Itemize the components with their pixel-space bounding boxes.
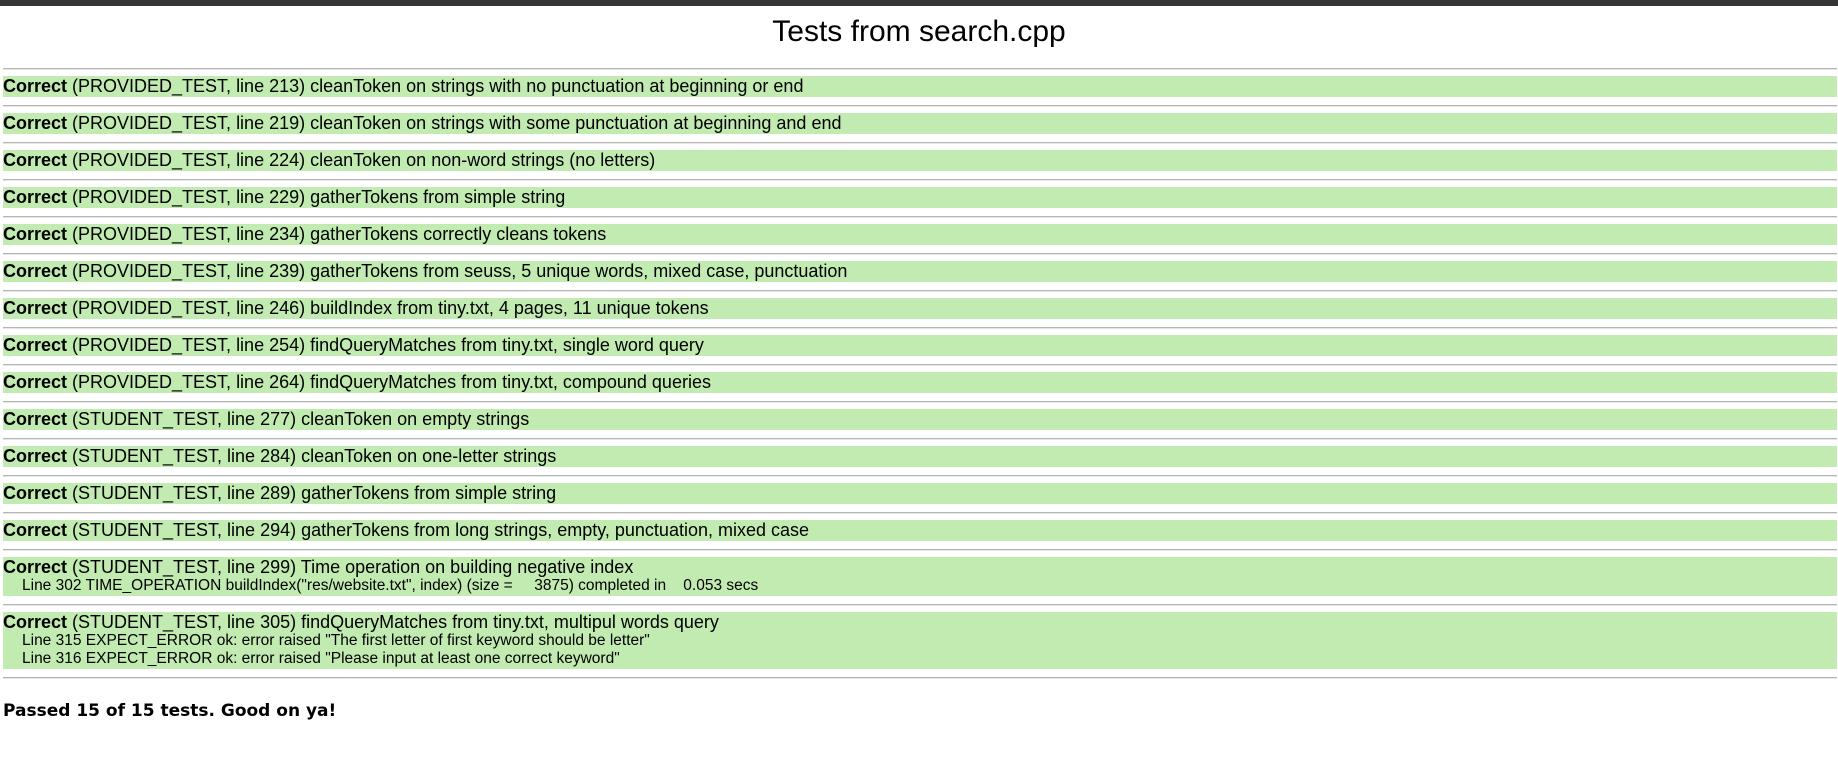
- divider: [3, 401, 1837, 403]
- test-status-label: Correct: [3, 298, 68, 318]
- test-result-row: Correct (PROVIDED_TEST, line 224) cleanT…: [3, 144, 1837, 179]
- test-results-list: Correct (PROVIDED_TEST, line 213) cleanT…: [3, 68, 1837, 679]
- test-result-row: Correct (PROVIDED_TEST, line 229) gather…: [3, 181, 1837, 216]
- test-result-row: Correct (PROVIDED_TEST, line 264) findQu…: [3, 366, 1837, 401]
- test-result-row: Correct (PROVIDED_TEST, line 254) findQu…: [3, 329, 1837, 364]
- test-detail-line: Line 316 EXPECT_ERROR ok: error raised "…: [22, 650, 620, 667]
- test-description: (PROVIDED_TEST, line 264) findQueryMatch…: [67, 372, 711, 392]
- test-description: (STUDENT_TEST, line 284) cleanToken on o…: [67, 446, 557, 466]
- divider: [3, 327, 1837, 329]
- test-status-label: Correct: [3, 520, 68, 540]
- divider: [3, 68, 1837, 70]
- divider: [3, 142, 1837, 144]
- test-status-label: Correct: [3, 446, 68, 466]
- test-description: (STUDENT_TEST, line 277) cleanToken on e…: [67, 409, 530, 429]
- test-detail-line: Line 315 EXPECT_ERROR ok: error raised "…: [22, 632, 650, 649]
- test-description: (PROVIDED_TEST, line 224) cleanToken on …: [67, 150, 656, 170]
- test-result-row: Correct (STUDENT_TEST, line 284) cleanTo…: [3, 440, 1837, 475]
- test-result-box: Correct (PROVIDED_TEST, line 219) cleanT…: [3, 113, 1837, 134]
- divider: [3, 253, 1837, 255]
- test-result-row: Correct (PROVIDED_TEST, line 234) gather…: [3, 218, 1837, 253]
- test-result-row: Correct (PROVIDED_TEST, line 246) buildI…: [3, 292, 1837, 327]
- test-result-row: Correct (PROVIDED_TEST, line 213) cleanT…: [3, 70, 1837, 105]
- test-status-label: Correct: [3, 113, 68, 133]
- test-result-header: Correct (STUDENT_TEST, line 284) cleanTo…: [3, 447, 1837, 466]
- test-result-box: Correct (STUDENT_TEST, line 305) findQue…: [3, 612, 1837, 669]
- test-description: (PROVIDED_TEST, line 229) gatherTokens f…: [67, 187, 566, 207]
- test-result-row: Correct (PROVIDED_TEST, line 219) cleanT…: [3, 107, 1837, 142]
- test-result-header: Correct (PROVIDED_TEST, line 219) cleanT…: [3, 114, 1837, 133]
- test-description: (PROVIDED_TEST, line 213) cleanToken on …: [67, 76, 804, 96]
- test-result-header: Correct (PROVIDED_TEST, line 224) cleanT…: [3, 151, 1837, 170]
- test-description: (STUDENT_TEST, line 305) findQueryMatche…: [67, 612, 719, 632]
- test-status-label: Correct: [3, 372, 68, 392]
- page-title: Tests from search.cpp: [772, 15, 1066, 48]
- test-result-header: Correct (PROVIDED_TEST, line 229) gather…: [3, 188, 1837, 207]
- divider: [3, 216, 1837, 218]
- window-top-bar: [0, 0, 1838, 6]
- test-result-row: Correct (STUDENT_TEST, line 294) gatherT…: [3, 514, 1837, 549]
- test-summary: Passed 15 of 15 tests. Good on ya!: [3, 701, 337, 721]
- test-result-header: Correct (STUDENT_TEST, line 305) findQue…: [3, 613, 1837, 632]
- test-status-label: Correct: [3, 483, 68, 503]
- test-result-header: Correct (STUDENT_TEST, line 294) gatherT…: [3, 521, 1837, 540]
- test-result-header: Correct (STUDENT_TEST, line 289) gatherT…: [3, 484, 1837, 503]
- test-status-label: Correct: [3, 409, 68, 429]
- divider: [3, 290, 1837, 292]
- test-result-box: Correct (PROVIDED_TEST, line 234) gather…: [3, 224, 1837, 245]
- test-result-box: Correct (PROVIDED_TEST, line 213) cleanT…: [3, 76, 1837, 97]
- test-result-header: Correct (PROVIDED_TEST, line 246) buildI…: [3, 299, 1837, 318]
- test-result-box: Correct (PROVIDED_TEST, line 264) findQu…: [3, 372, 1837, 393]
- test-description: (PROVIDED_TEST, line 239) gatherTokens f…: [67, 261, 848, 281]
- test-status-label: Correct: [3, 76, 68, 96]
- test-result-header: Correct (STUDENT_TEST, line 299) Time op…: [3, 558, 1837, 577]
- test-result-box: Correct (STUDENT_TEST, line 284) cleanTo…: [3, 446, 1837, 467]
- test-result-box: Correct (STUDENT_TEST, line 289) gatherT…: [3, 483, 1837, 504]
- divider: [3, 549, 1837, 551]
- test-status-label: Correct: [3, 335, 68, 355]
- test-description: (PROVIDED_TEST, line 234) gatherTokens c…: [67, 224, 607, 244]
- test-result-row: Correct (STUDENT_TEST, line 305) findQue…: [3, 606, 1837, 677]
- test-result-row: Correct (STUDENT_TEST, line 299) Time op…: [3, 551, 1837, 604]
- test-result-box: Correct (STUDENT_TEST, line 277) cleanTo…: [3, 409, 1837, 430]
- test-result-box: Correct (PROVIDED_TEST, line 254) findQu…: [3, 335, 1837, 356]
- divider: [3, 677, 1837, 679]
- test-status-label: Correct: [3, 224, 68, 244]
- divider: [3, 604, 1837, 606]
- test-result-header: Correct (PROVIDED_TEST, line 213) cleanT…: [3, 77, 1837, 96]
- test-result-header: Correct (STUDENT_TEST, line 277) cleanTo…: [3, 410, 1837, 429]
- test-detail-line: Line 302 TIME_OPERATION buildIndex("res/…: [22, 577, 759, 594]
- test-result-row: Correct (STUDENT_TEST, line 277) cleanTo…: [3, 403, 1837, 438]
- test-result-box: Correct (STUDENT_TEST, line 294) gatherT…: [3, 520, 1837, 541]
- test-result-row: Correct (PROVIDED_TEST, line 239) gather…: [3, 255, 1837, 290]
- test-result-box: Correct (PROVIDED_TEST, line 229) gather…: [3, 187, 1837, 208]
- divider: [3, 475, 1837, 477]
- divider: [3, 512, 1837, 514]
- test-description: (PROVIDED_TEST, line 219) cleanToken on …: [67, 113, 842, 133]
- test-description: (PROVIDED_TEST, line 254) findQueryMatch…: [67, 335, 704, 355]
- test-result-row: Correct (STUDENT_TEST, line 289) gatherT…: [3, 477, 1837, 512]
- divider: [3, 438, 1837, 440]
- test-description: (STUDENT_TEST, line 294) gatherTokens fr…: [67, 520, 810, 540]
- test-description: (PROVIDED_TEST, line 246) buildIndex fro…: [67, 298, 709, 318]
- test-status-label: Correct: [3, 187, 68, 207]
- test-result-header: Correct (PROVIDED_TEST, line 234) gather…: [3, 225, 1837, 244]
- test-result-box: Correct (PROVIDED_TEST, line 246) buildI…: [3, 298, 1837, 319]
- divider: [3, 105, 1837, 107]
- test-status-label: Correct: [3, 557, 68, 577]
- test-description: (STUDENT_TEST, line 289) gatherTokens fr…: [67, 483, 557, 503]
- test-result-box: Correct (PROVIDED_TEST, line 239) gather…: [3, 261, 1837, 282]
- test-status-label: Correct: [3, 261, 68, 281]
- test-result-box: Correct (STUDENT_TEST, line 299) Time op…: [3, 557, 1837, 596]
- test-description: (STUDENT_TEST, line 299) Time operation …: [67, 557, 634, 577]
- test-result-box: Correct (PROVIDED_TEST, line 224) cleanT…: [3, 150, 1837, 171]
- divider: [3, 364, 1837, 366]
- test-result-header: Correct (PROVIDED_TEST, line 239) gather…: [3, 262, 1837, 281]
- divider: [3, 179, 1837, 181]
- test-result-header: Correct (PROVIDED_TEST, line 254) findQu…: [3, 336, 1837, 355]
- test-status-label: Correct: [3, 612, 68, 632]
- test-status-label: Correct: [3, 150, 68, 170]
- test-result-header: Correct (PROVIDED_TEST, line 264) findQu…: [3, 373, 1837, 392]
